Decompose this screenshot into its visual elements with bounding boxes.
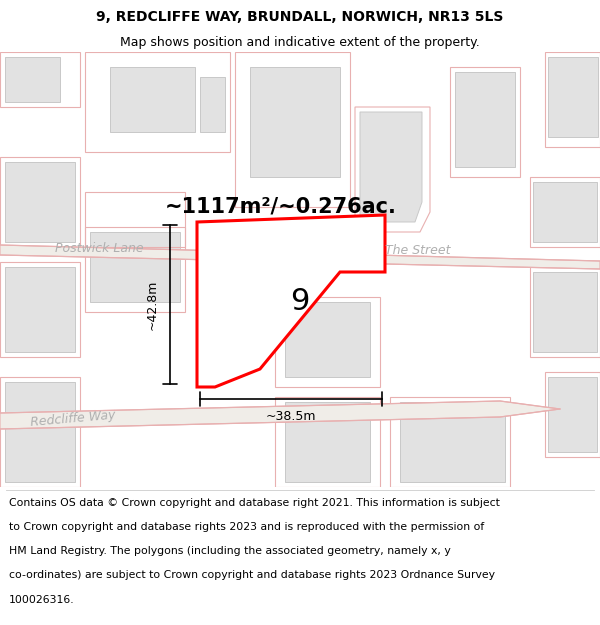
Polygon shape (533, 272, 597, 352)
Polygon shape (533, 182, 597, 242)
Polygon shape (197, 215, 385, 387)
Text: Contains OS data © Crown copyright and database right 2021. This information is : Contains OS data © Crown copyright and d… (9, 498, 500, 508)
Polygon shape (0, 401, 560, 429)
Text: 100026316.: 100026316. (9, 594, 74, 604)
Text: Map shows position and indicative extent of the property.: Map shows position and indicative extent… (120, 36, 480, 49)
Polygon shape (400, 402, 505, 482)
Text: to Crown copyright and database rights 2023 and is reproduced with the permissio: to Crown copyright and database rights 2… (9, 522, 484, 532)
Polygon shape (285, 402, 370, 482)
Polygon shape (285, 302, 370, 377)
Polygon shape (548, 57, 598, 137)
Text: Redcliffe Way: Redcliffe Way (30, 409, 116, 429)
Polygon shape (5, 57, 60, 102)
Text: 9: 9 (290, 288, 310, 316)
Text: The Street: The Street (385, 244, 451, 258)
Polygon shape (110, 67, 195, 132)
Text: co-ordinates) are subject to Crown copyright and database rights 2023 Ordnance S: co-ordinates) are subject to Crown copyr… (9, 571, 495, 581)
Text: 9, REDCLIFFE WAY, BRUNDALL, NORWICH, NR13 5LS: 9, REDCLIFFE WAY, BRUNDALL, NORWICH, NR1… (97, 11, 503, 24)
Polygon shape (0, 245, 600, 269)
Polygon shape (5, 267, 75, 352)
Polygon shape (5, 382, 75, 482)
Text: ~42.8m: ~42.8m (146, 280, 158, 330)
Polygon shape (360, 112, 422, 222)
Text: Postwick Lane: Postwick Lane (55, 242, 143, 256)
Text: ~38.5m: ~38.5m (266, 411, 316, 424)
Polygon shape (5, 162, 75, 242)
Polygon shape (250, 67, 340, 177)
Polygon shape (200, 77, 225, 132)
Text: HM Land Registry. The polygons (including the associated geometry, namely x, y: HM Land Registry. The polygons (includin… (9, 546, 451, 556)
Text: ~1117m²/~0.276ac.: ~1117m²/~0.276ac. (165, 197, 397, 217)
Polygon shape (455, 72, 515, 167)
Polygon shape (548, 377, 597, 452)
Polygon shape (90, 232, 180, 302)
